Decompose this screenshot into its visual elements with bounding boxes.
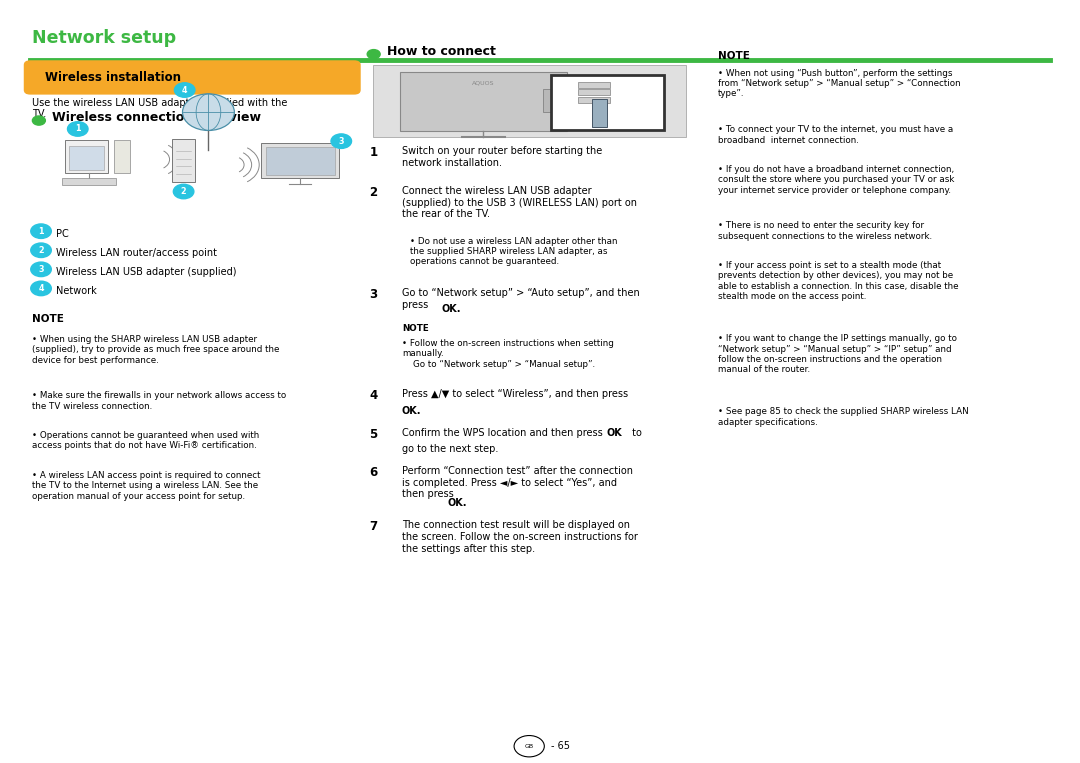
Text: NOTE: NOTE <box>32 314 65 324</box>
Circle shape <box>332 134 352 148</box>
Text: NOTE: NOTE <box>402 324 429 333</box>
Bar <box>261 143 339 178</box>
Text: • If you do not have a broadband internet connection,
consult the store where yo: • If you do not have a broadband interne… <box>718 165 955 195</box>
Text: Press ▲/▼ to select “Wireless”, and then press: Press ▲/▼ to select “Wireless”, and then… <box>402 389 627 399</box>
Bar <box>543 89 570 112</box>
Text: 1: 1 <box>75 124 81 134</box>
Circle shape <box>67 121 89 136</box>
Bar <box>172 139 195 182</box>
Bar <box>266 147 335 175</box>
Text: • To connect your TV to the internet, you must have a
broadband  internet connec: • To connect your TV to the internet, yo… <box>718 125 954 144</box>
Text: Switch on your router before starting the
network installation.: Switch on your router before starting th… <box>402 146 602 168</box>
Text: NOTE: NOTE <box>718 51 751 61</box>
Text: • See page 85 to check the supplied SHARP wireless LAN
adapter specifications.: • See page 85 to check the supplied SHAR… <box>718 407 969 427</box>
Bar <box>373 65 686 137</box>
Bar <box>62 178 116 185</box>
Text: GB: GB <box>525 744 534 749</box>
Text: 3: 3 <box>38 265 44 274</box>
Text: Wireless LAN USB adapter (supplied): Wireless LAN USB adapter (supplied) <box>56 267 237 277</box>
Text: OK.: OK. <box>442 304 461 314</box>
Circle shape <box>175 82 194 98</box>
Bar <box>69 146 104 170</box>
Text: The connection test result will be displayed on
the screen. Follow the on-screen: The connection test result will be displ… <box>402 520 637 554</box>
Text: 7: 7 <box>369 520 378 533</box>
Text: Confirm the WPS location and then press: Confirm the WPS location and then press <box>402 428 606 438</box>
Text: Network: Network <box>56 286 97 296</box>
Text: Go to “Network setup” > “Auto setup”, and then
press: Go to “Network setup” > “Auto setup”, an… <box>402 288 639 310</box>
Text: • When not using “Push button”, perform the settings
from “Network setup” > “Man: • When not using “Push button”, perform … <box>718 69 961 98</box>
Text: 5: 5 <box>369 428 378 441</box>
Bar <box>551 75 664 130</box>
Text: Wireless LAN router/access point: Wireless LAN router/access point <box>56 248 217 258</box>
Text: 6: 6 <box>369 466 378 479</box>
Circle shape <box>174 184 194 199</box>
FancyBboxPatch shape <box>24 60 361 95</box>
Text: • Follow the on-screen instructions when setting
manually.
    Go to “Network se: • Follow the on-screen instructions when… <box>402 339 613 369</box>
Circle shape <box>183 94 234 130</box>
Bar <box>578 82 610 88</box>
Text: 1: 1 <box>369 146 378 159</box>
Text: Wireless connection overview: Wireless connection overview <box>52 111 261 124</box>
Circle shape <box>30 243 52 258</box>
Text: • When using the SHARP wireless LAN USB adapter
(supplied), try to provide as mu: • When using the SHARP wireless LAN USB … <box>32 335 280 365</box>
Text: OK: OK <box>607 428 623 438</box>
Bar <box>592 99 607 127</box>
Text: • There is no need to enter the security key for
subsequent connections to the w: • There is no need to enter the security… <box>718 221 932 240</box>
Text: 4: 4 <box>181 85 188 95</box>
Text: Use the wireless LAN USB adapter supplied with the
TV.: Use the wireless LAN USB adapter supplie… <box>32 98 287 119</box>
Text: OK.: OK. <box>447 498 467 508</box>
Bar <box>114 140 130 173</box>
Bar <box>65 140 108 173</box>
Text: 3: 3 <box>338 137 345 146</box>
Text: • If your access point is set to a stealth mode (that
prevents detection by othe: • If your access point is set to a steal… <box>718 261 959 301</box>
Text: Connect the wireless LAN USB adapter
(supplied) to the USB 3 (WIRELESS LAN) port: Connect the wireless LAN USB adapter (su… <box>402 186 637 220</box>
Text: 2: 2 <box>38 246 44 255</box>
Text: 4: 4 <box>369 389 378 402</box>
Text: • A wireless LAN access point is required to connect
the TV to the Internet usin: • A wireless LAN access point is require… <box>32 471 261 501</box>
Circle shape <box>367 50 380 59</box>
Circle shape <box>30 224 52 239</box>
Text: 4: 4 <box>38 284 44 293</box>
Text: 2: 2 <box>369 186 378 199</box>
Text: Wireless installation: Wireless installation <box>45 70 181 84</box>
Text: Network setup: Network setup <box>32 29 176 47</box>
Text: OK.: OK. <box>402 406 421 416</box>
Text: 2: 2 <box>180 187 187 196</box>
Text: 1: 1 <box>38 227 44 236</box>
Circle shape <box>32 116 45 125</box>
Text: How to connect: How to connect <box>387 44 496 58</box>
Bar <box>578 89 610 95</box>
Text: • Operations cannot be guaranteed when used with
access points that do not have : • Operations cannot be guaranteed when u… <box>32 431 259 450</box>
Circle shape <box>30 262 52 277</box>
Text: PC: PC <box>56 229 69 239</box>
Text: • Do not use a wireless LAN adapter other than
the supplied SHARP wireless LAN a: • Do not use a wireless LAN adapter othe… <box>410 237 618 266</box>
Text: • If you want to change the IP settings manually, go to
“Network setup” > “Manua: • If you want to change the IP settings … <box>718 334 957 375</box>
Text: go to the next step.: go to the next step. <box>402 444 498 454</box>
Text: Perform “Connection test” after the connection
is completed. Press ◄/► to select: Perform “Connection test” after the conn… <box>402 466 633 500</box>
Bar <box>578 97 610 103</box>
Text: AQUOS: AQUOS <box>472 81 495 86</box>
Text: 3: 3 <box>369 288 378 301</box>
Circle shape <box>30 282 52 295</box>
Text: • Make sure the firewalls in your network allows access to
the TV wireless conne: • Make sure the firewalls in your networ… <box>32 391 286 410</box>
Text: to: to <box>629 428 642 438</box>
Text: - 65: - 65 <box>551 741 570 752</box>
Bar <box>400 72 567 131</box>
